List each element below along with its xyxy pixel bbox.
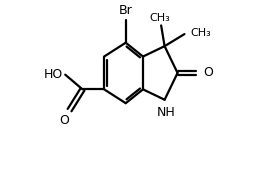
Text: O: O [203, 66, 213, 79]
Text: Br: Br [119, 4, 133, 17]
Text: CH₃: CH₃ [149, 13, 170, 23]
Text: O: O [60, 114, 69, 127]
Text: HO: HO [44, 68, 63, 81]
Text: CH₃: CH₃ [191, 28, 211, 38]
Text: NH: NH [157, 106, 175, 119]
